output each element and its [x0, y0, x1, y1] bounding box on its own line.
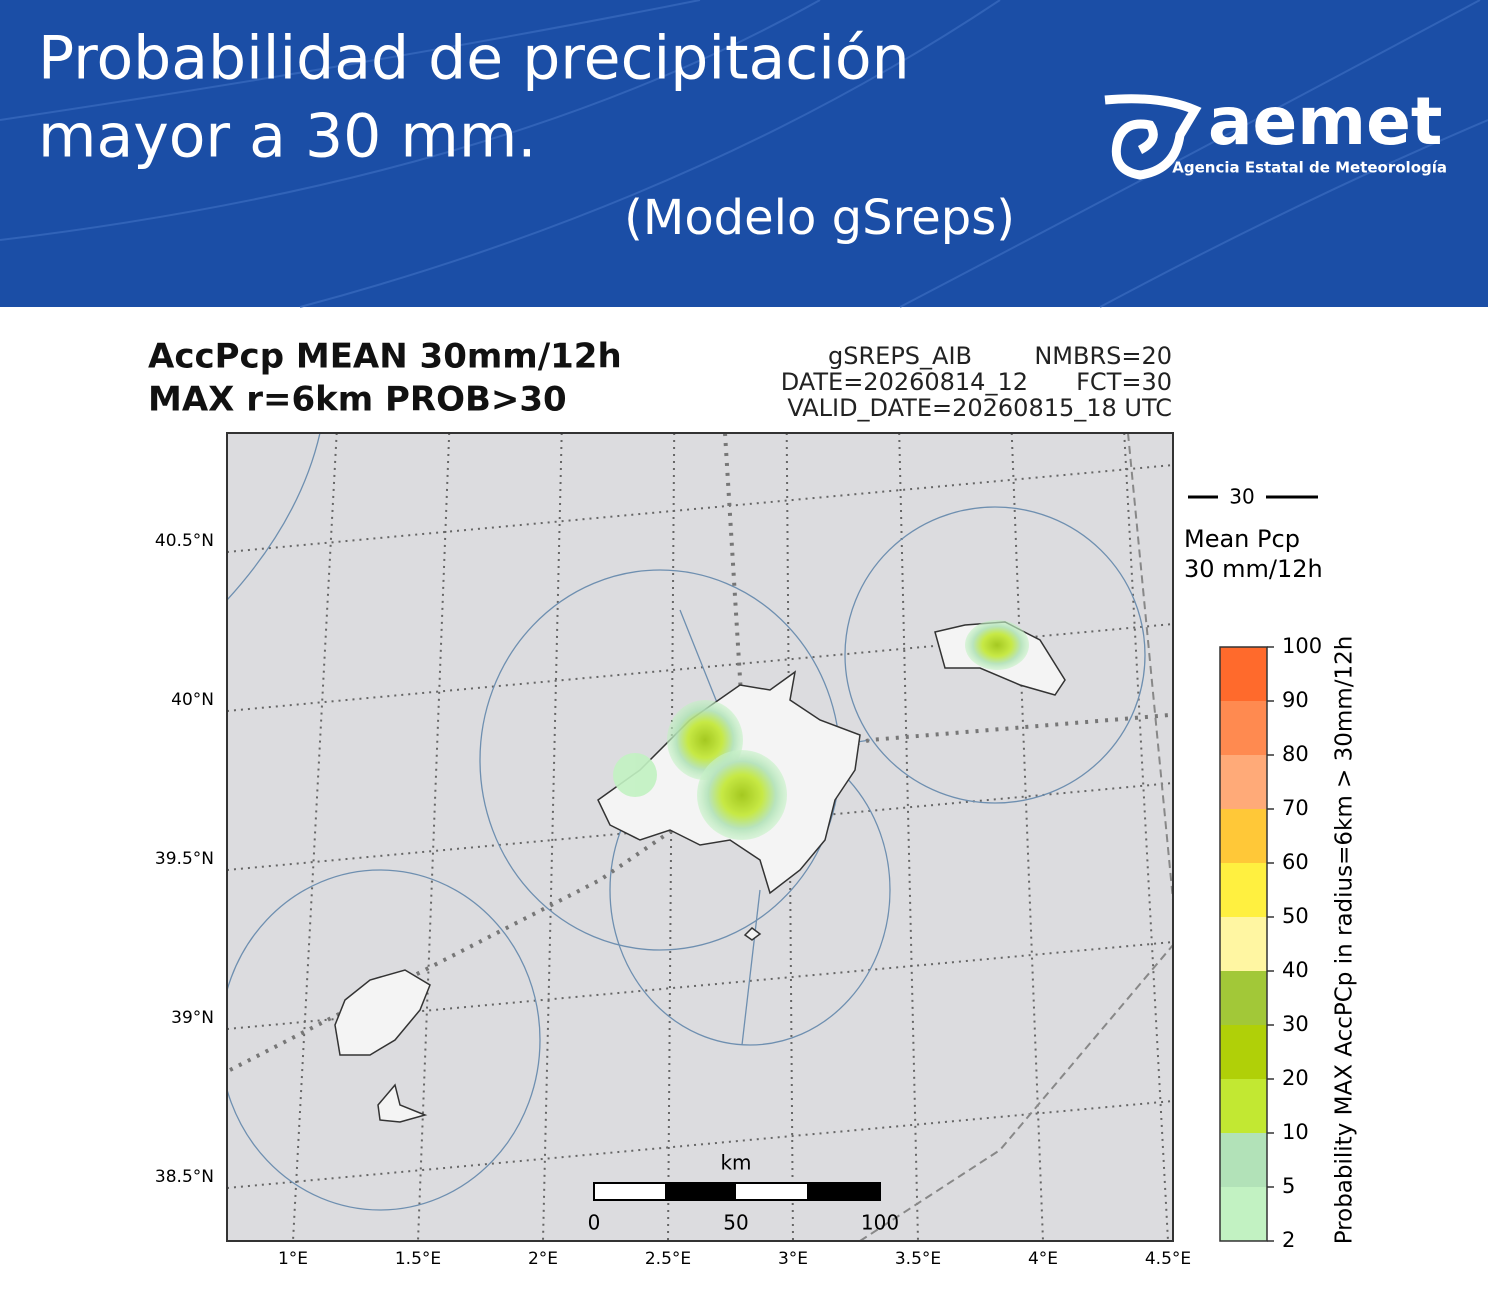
info-forecast: FCT=30 [1076, 368, 1172, 396]
lat-label: 39.5°N [155, 849, 214, 869]
colorbar-tick-label: 90 [1282, 688, 1309, 712]
scale-unit: km [720, 1151, 751, 1175]
colorbar-tick-label: 70 [1282, 796, 1309, 820]
colorbar-tick-label: 50 [1282, 904, 1309, 928]
colorbar-tick-label: 20 [1282, 1066, 1309, 1090]
lon-label: 3.5°E [895, 1249, 941, 1269]
meridian [1123, 433, 1169, 1241]
parallel [227, 464, 1173, 553]
colorbar-frame [1219, 646, 1268, 1242]
legend: 30 Mean Pcp 30 mm/12h [1184, 485, 1323, 584]
map-title: AccPcp MEAN 30mm/12h [148, 337, 622, 377]
map-texts: AccPcp MEAN 30mm/12h MAX r=6km PROB>30 [148, 337, 622, 420]
info-date: DATE=20260814_12 [781, 368, 1028, 396]
colorbar-segment [1220, 647, 1267, 701]
lon-label: 1.5°E [395, 1249, 441, 1269]
colorbar-tick-label: 5 [1282, 1174, 1295, 1198]
colorbar-tick-label: 2 [1282, 1228, 1295, 1252]
logo-name: aemet [1208, 83, 1442, 160]
colorbar: 2 5 10 20 30 40 50 60 70 80 90 100 [1219, 634, 1322, 1252]
legend-label: 30 mm/12h [1184, 555, 1323, 583]
colorbar-segment [1220, 971, 1267, 1025]
map-frame [226, 432, 1174, 1242]
meridian [292, 433, 338, 1241]
lat-label: 38.5°N [155, 1167, 214, 1187]
lon-label: 2.5°E [645, 1249, 691, 1269]
meridian [898, 433, 919, 1241]
meridian [542, 433, 563, 1241]
colorbar-segment [1220, 863, 1267, 917]
colorbar-segment [1220, 1079, 1267, 1133]
colorbar-segment [1220, 1025, 1267, 1079]
parallel [227, 941, 1173, 1030]
parallel [227, 782, 1173, 871]
colorbar-segment [1220, 809, 1267, 863]
colorbar-segment [1220, 1187, 1267, 1241]
colorbar-tick-label: 100 [1282, 634, 1322, 658]
meridian [168, 433, 224, 1241]
lat-label: 39°N [171, 1008, 214, 1028]
lon-label: 3°E [778, 1249, 808, 1269]
meridian [785, 433, 794, 1241]
lat-label: 40.5°N [155, 531, 214, 551]
colorbar-tick-label: 10 [1282, 1120, 1309, 1144]
colorbar-tick-label: 40 [1282, 958, 1309, 982]
logo: aemet Agencia Estatal de Meteorología [1104, 83, 1447, 180]
colorbar-segment [1220, 917, 1267, 971]
parallel [227, 1100, 1173, 1189]
scale-tick: 50 [723, 1211, 748, 1235]
logo-tagline: Agencia Estatal de Meteorología [1172, 159, 1447, 177]
lon-label: 4°E [1028, 1249, 1058, 1269]
meridian [417, 433, 451, 1241]
colorbar-segment [1220, 701, 1267, 755]
info-valid: VALID_DATE=20260815_18 UTC [787, 394, 1172, 422]
colorbar-tick-label: 60 [1282, 850, 1309, 874]
lon-label: 4.5°E [1145, 1249, 1191, 1269]
legend-label: Mean Pcp [1184, 525, 1300, 553]
header-subtitle: (Modelo gSreps) [624, 190, 1015, 246]
colorbar-tick-label: 80 [1282, 742, 1309, 766]
meridian [667, 433, 676, 1241]
map-area [168, 433, 1173, 1241]
scale-tick: 100 [861, 1211, 899, 1235]
legend-contour: 30 [1229, 485, 1254, 509]
header-title: Probabilidad de precipitación [38, 24, 910, 94]
info-members: NMBRS=20 [1034, 342, 1172, 370]
colorbar-segment [1220, 1133, 1267, 1187]
info-run: gSREPS_AIB [828, 342, 972, 370]
scale-tick: 0 [588, 1211, 601, 1235]
header-title: mayor a 30 mm. [38, 102, 536, 172]
header: Probabilidad de precipitación mayor a 30… [0, 0, 1488, 308]
colorbar-tick-label: 30 [1282, 1012, 1309, 1036]
colorbar-segment [1220, 755, 1267, 809]
lon-label: 2°E [528, 1249, 558, 1269]
lon-label: 1°E [278, 1249, 308, 1269]
lat-label: 40°N [171, 690, 214, 710]
colorbar-label: Probability MAX AccPCp in radius=6km > 3… [1332, 636, 1358, 1245]
scale-bar: km 0 50 100 [588, 1151, 899, 1235]
map-title: MAX r=6km PROB>30 [148, 380, 567, 420]
